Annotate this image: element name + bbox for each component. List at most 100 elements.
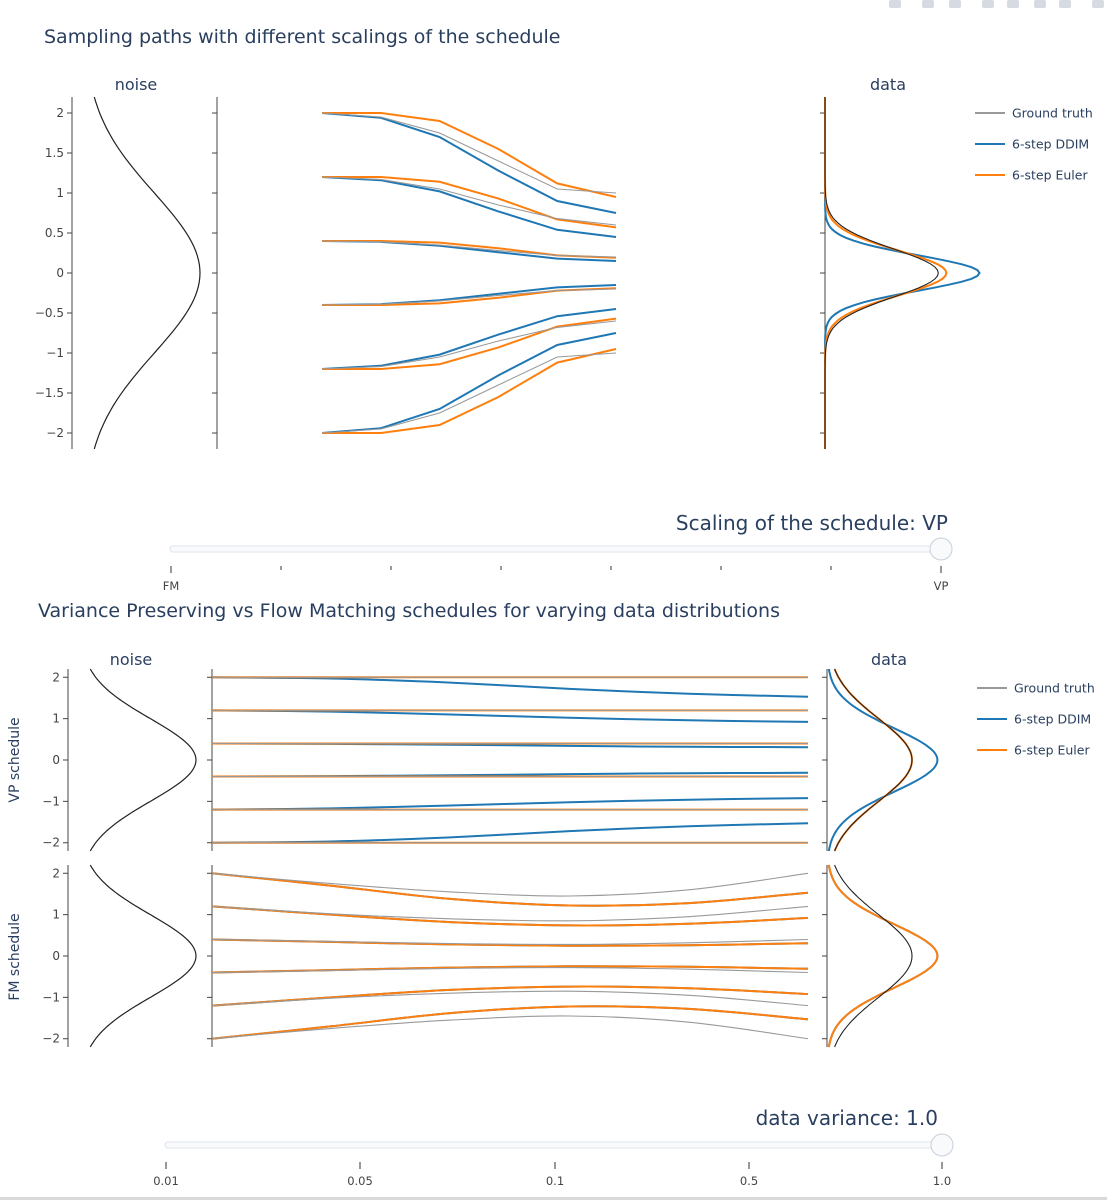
fig1-noise-tick-label: 1 xyxy=(56,186,64,200)
fig2-row2-path-ground-truth-3 xyxy=(211,967,809,974)
fig2-row2-path-6-step-euler-1 xyxy=(211,905,809,927)
fig1-noise-tick-label: 1.5 xyxy=(45,146,64,160)
reset-axes-icon[interactable] xyxy=(1059,0,1071,8)
fig1-density-6-step-euler xyxy=(824,97,948,449)
figure1-noise-title: noise xyxy=(115,75,158,94)
fig1-path-ground-truth-4 xyxy=(321,320,617,370)
slider1-tick-label[interactable]: FM xyxy=(163,579,180,593)
slider2-tick-label[interactable]: 0.5 xyxy=(740,1174,758,1188)
fig2-row1-path-6-step-ddim-4 xyxy=(211,797,809,811)
slider2-tick-label[interactable]: 1.0 xyxy=(933,1174,951,1188)
fig2-row2-path-ground-truth-5 xyxy=(211,1015,809,1040)
row-label-vp: VP schedule xyxy=(7,717,23,802)
fig1-noise-tick-label: −0.5 xyxy=(35,306,64,320)
fig2-legend-label[interactable]: 6-step Euler xyxy=(1014,743,1090,758)
slider1-tick-label[interactable]: VP xyxy=(934,579,949,593)
slider2-tick-label[interactable]: 0.05 xyxy=(347,1174,373,1188)
fig2-row2-path-6-step-euler-4 xyxy=(211,985,809,1007)
fig1-path-ground-truth-3 xyxy=(321,288,617,306)
fig1-path-6-step-euler-0 xyxy=(322,112,617,198)
figure2-data-title: data xyxy=(871,650,907,669)
fig2-row1-density-ground-truth xyxy=(834,668,913,852)
figure1-plot: 2 1.5 1 0.5 0 −0.5 −1 −1.5 −2 xyxy=(35,96,981,450)
fig1-path-6-step-ddim-1 xyxy=(321,176,617,238)
slider2-handle[interactable] xyxy=(930,1133,954,1157)
fig2-row2-path-ground-truth-4 xyxy=(211,990,809,1007)
slider2-tick-label[interactable]: 0.1 xyxy=(546,1174,564,1188)
fig2-row2-noise-tick-label: −1 xyxy=(42,990,60,1004)
fig2-row1-noise-tick-label: 2 xyxy=(52,670,60,684)
fig2-legend-label[interactable]: Ground truth xyxy=(1014,681,1095,696)
slider1-track[interactable] xyxy=(169,545,953,553)
data-variance-slider[interactable]: 0.01 0.05 0.1 0.5 1.0 xyxy=(153,1133,954,1188)
fig2-row1-path-6-step-ddim-5 xyxy=(211,822,809,844)
fig2-legend-label[interactable]: 6-step DDIM xyxy=(1014,712,1091,727)
fig2-row2-path-6-step-euler-3 xyxy=(211,965,809,974)
slider2-label: data variance: 1.0 xyxy=(756,1106,938,1130)
fig1-path-6-step-ddim-0 xyxy=(321,112,617,214)
zoom-out-icon[interactable] xyxy=(1007,0,1019,8)
slider2-track[interactable] xyxy=(164,1141,954,1149)
fig2-row1-path-6-step-ddim-1 xyxy=(211,709,809,723)
fig2-row2-density-6-step-ddim xyxy=(827,864,939,1048)
fig2-row2-noise-tick-label: −2 xyxy=(42,1032,60,1046)
fig2-row2-path-6-step-euler-2 xyxy=(211,938,809,947)
fig1-noise-density xyxy=(93,96,201,450)
fig1-noise-tick-label: 2 xyxy=(56,106,64,120)
fig2-row1-density-6-step-ddim xyxy=(827,668,939,852)
figure2-legend[interactable]: Ground truth 6-step DDIM 6-step Euler xyxy=(977,681,1095,758)
fig1-legend-label[interactable]: 6-step DDIM xyxy=(1012,137,1089,152)
fig1-noise-tick-label: −1 xyxy=(46,346,64,360)
pan-icon[interactable] xyxy=(949,0,961,8)
fig1-path-6-step-ddim-2 xyxy=(321,240,617,262)
figure2-noise-title: noise xyxy=(110,650,153,669)
fig1-path-6-step-ddim-5 xyxy=(321,332,617,434)
fig1-path-6-step-euler-4 xyxy=(322,317,617,370)
fig2-row2-density-ground-truth xyxy=(834,864,913,1048)
fig1-path-ground-truth-0 xyxy=(321,112,617,194)
plotly-logo-icon[interactable] xyxy=(1092,0,1104,8)
figure1-legend[interactable]: Ground truth 6-step DDIM 6-step Euler xyxy=(975,106,1093,183)
fig1-density-ground-truth xyxy=(824,97,939,449)
fig2-row2-path-ground-truth-1 xyxy=(211,905,809,922)
fig2-row1-noise-tick-label: 0 xyxy=(52,753,60,767)
fig2-row1-path-6-step-ddim-0 xyxy=(211,676,809,698)
fig1-noise-tick-label: −2 xyxy=(46,426,64,440)
modebar[interactable] xyxy=(889,0,1104,8)
fig2-row1-noise-density xyxy=(89,668,197,852)
schedule-scaling-slider[interactable]: FM VP xyxy=(163,537,953,593)
fig2-row1-noise-tick-label: 1 xyxy=(52,712,60,726)
camera-icon[interactable] xyxy=(889,0,901,8)
fig2-row2-noise-tick-label: 2 xyxy=(52,866,60,880)
fig2-row1-density-6-step-euler xyxy=(833,668,914,852)
row-label-fm: FM schedule xyxy=(7,913,23,1000)
slider1-label: Scaling of the schedule: VP xyxy=(676,511,948,535)
fig1-noise-tick-label: −1.5 xyxy=(35,386,64,400)
slider2-tick-label[interactable]: 0.01 xyxy=(153,1174,179,1188)
fig1-path-ground-truth-5 xyxy=(321,352,617,434)
fig2-row2-density-6-step-euler xyxy=(827,864,939,1048)
slider1-handle[interactable] xyxy=(929,537,953,561)
fig1-path-ground-truth-1 xyxy=(321,176,617,226)
fig1-path-ground-truth-2 xyxy=(321,240,617,258)
fig2-row2-noise-tick-label: 0 xyxy=(52,949,60,963)
fig2-row2-path-6-step-euler-0 xyxy=(211,872,809,907)
bottom-border xyxy=(0,1197,1107,1200)
fig2-row2-path-ground-truth-2 xyxy=(211,938,809,945)
figure1-title: Sampling paths with different scalings o… xyxy=(44,26,561,48)
zoom-icon[interactable] xyxy=(922,0,934,8)
zoom-in-icon[interactable] xyxy=(982,0,994,8)
fig2-row2-noise-tick-label: 1 xyxy=(52,908,60,922)
fig2-row2-noise-density xyxy=(89,864,197,1048)
fig1-legend-label[interactable]: Ground truth xyxy=(1012,106,1093,121)
fig1-path-6-step-ddim-3 xyxy=(321,284,617,306)
autoscale-icon[interactable] xyxy=(1034,0,1046,8)
fig2-row2-path-6-step-euler-5 xyxy=(211,1005,809,1040)
fig1-noise-tick-label: 0.5 xyxy=(45,226,64,240)
figure2-title: Variance Preserving vs Flow Matching sch… xyxy=(38,600,780,622)
fig1-legend-label[interactable]: 6-step Euler xyxy=(1012,168,1088,183)
figure1-data-title: data xyxy=(870,75,906,94)
figure2-plot: 2 1 0 −1 −2 2 1 0 −1 −2 xyxy=(42,668,939,1048)
fig1-density-6-step-ddim xyxy=(824,97,981,449)
fig1-path-6-step-euler-1 xyxy=(322,176,617,229)
